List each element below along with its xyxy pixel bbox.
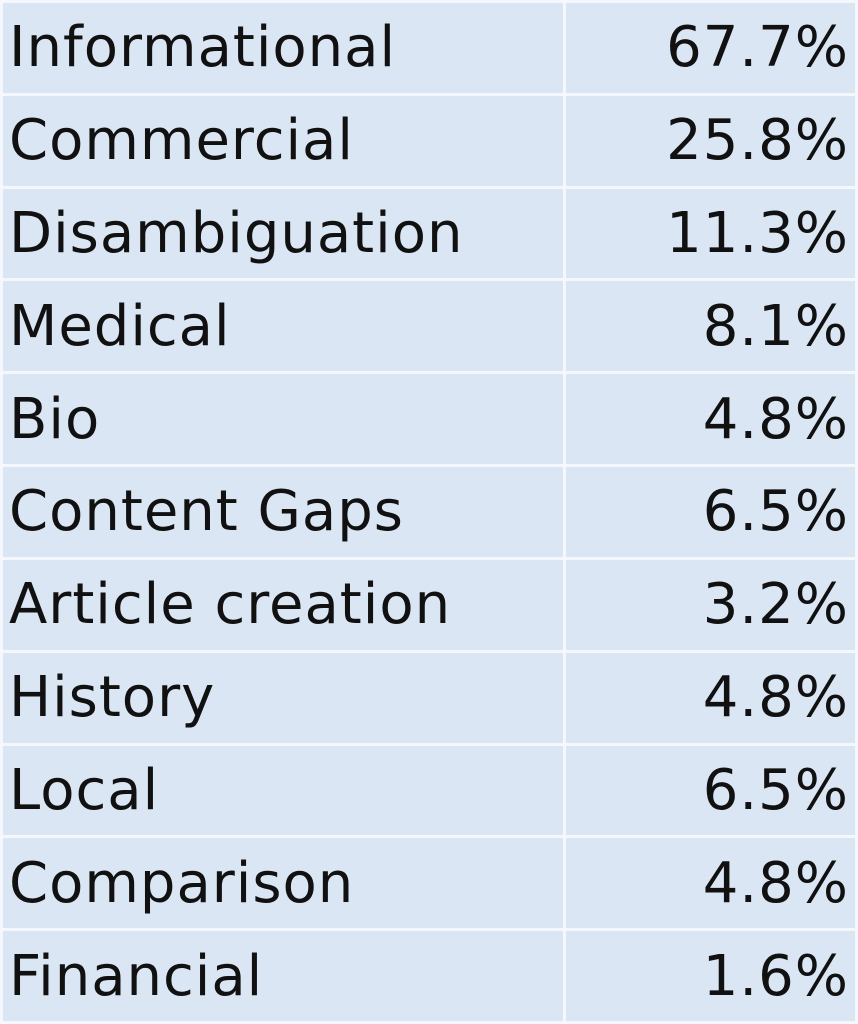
table-row: Financial 1.6%: [0, 928, 858, 1024]
table-row: Content Gaps 6.5%: [0, 464, 858, 560]
table-row: History 4.8%: [0, 649, 858, 746]
category-cell: Medical: [0, 278, 566, 375]
percent-cell: 6.5%: [563, 742, 858, 839]
percent-cell: 4.8%: [563, 835, 858, 932]
category-cell: Local: [0, 742, 566, 839]
percent-cell: 25.8%: [563, 92, 858, 189]
category-cell: Bio: [0, 371, 566, 468]
table-row: Informational 67.7%: [0, 0, 858, 96]
percent-cell: 3.2%: [563, 556, 858, 653]
percent-cell: 8.1%: [563, 278, 858, 375]
percent-cell: 4.8%: [563, 371, 858, 468]
category-cell: Comparison: [0, 835, 566, 932]
table-row: Comparison 4.8%: [0, 835, 858, 932]
category-cell: Article creation: [0, 556, 566, 653]
percent-cell: 6.5%: [563, 464, 858, 560]
percent-cell: 67.7%: [563, 0, 858, 96]
table-row: Bio 4.8%: [0, 371, 858, 468]
category-cell: Financial: [0, 928, 566, 1024]
percent-cell: 4.8%: [563, 649, 858, 746]
table-row: Local 6.5%: [0, 742, 858, 839]
table-row: Article creation 3.2%: [0, 556, 858, 653]
category-cell: Commercial: [0, 92, 566, 189]
percent-cell: 1.6%: [563, 928, 858, 1024]
category-cell: History: [0, 649, 566, 746]
table-row: Disambiguation 11.3%: [0, 185, 858, 282]
table-row: Commercial 25.8%: [0, 92, 858, 189]
category-cell: Informational: [0, 0, 566, 96]
percent-cell: 11.3%: [563, 185, 858, 282]
category-cell: Disambiguation: [0, 185, 566, 282]
table-row: Medical 8.1%: [0, 278, 858, 375]
category-cell: Content Gaps: [0, 464, 566, 560]
